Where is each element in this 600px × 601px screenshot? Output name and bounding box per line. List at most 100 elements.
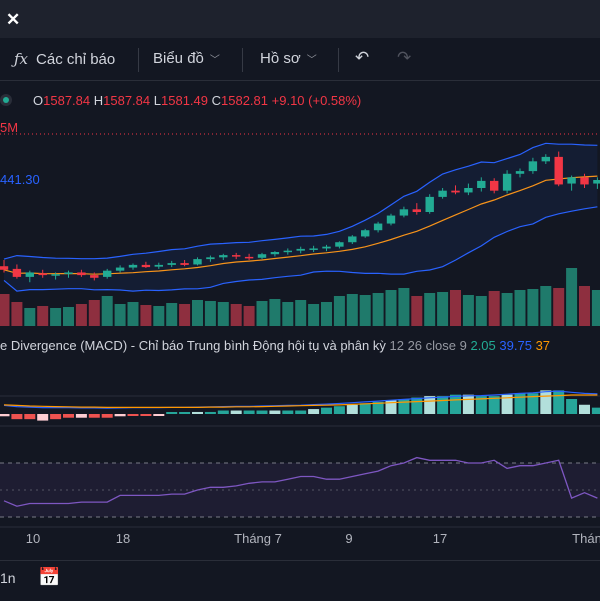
macd-histogram-bar <box>308 409 320 414</box>
macd-histogram-bar <box>269 410 281 414</box>
volume-bar <box>192 300 203 326</box>
close-icon[interactable]: ✕ <box>6 10 21 29</box>
volume-value-label: 5M <box>0 120 19 135</box>
candle-body <box>528 161 538 172</box>
macd-histogram-bar <box>88 414 100 418</box>
profile-button[interactable]: Hồ sơ ﹀ <box>260 50 317 67</box>
candle-body <box>25 272 34 277</box>
chart-type-button[interactable]: Biểu đồ ﹀ <box>153 50 220 67</box>
candle-body <box>270 252 280 255</box>
volume-bar <box>437 292 449 326</box>
volume-bar <box>63 307 74 326</box>
volume-bar <box>514 290 526 326</box>
volume-bar <box>88 300 100 326</box>
volume-bar <box>488 291 500 326</box>
volume-bar <box>127 302 139 326</box>
function-icon: ƒx <box>14 50 29 68</box>
macd-line-value: 39.75 <box>499 338 532 353</box>
macd-histogram-bar <box>153 414 165 416</box>
candle-body <box>51 274 60 276</box>
candle-body <box>580 177 589 185</box>
candle-body <box>219 255 228 258</box>
macd-histogram-bar <box>450 394 461 414</box>
undo-icon[interactable]: ↶ <box>355 48 370 67</box>
volume-bar <box>501 293 513 326</box>
volume-bar <box>450 290 461 326</box>
open-key: O <box>33 93 44 108</box>
calendar-icon[interactable]: 📅 <box>38 567 61 587</box>
macd-histogram-bar <box>24 414 36 420</box>
candle-body <box>490 180 499 191</box>
volume-bar <box>424 293 436 326</box>
candle-body <box>464 188 473 193</box>
macd-histogram-bar <box>333 406 345 414</box>
volume-bar <box>527 289 539 326</box>
high-key: H <box>93 93 104 108</box>
volume-bar <box>50 308 62 326</box>
macd-histogram-bar <box>114 414 126 417</box>
market-status-icon <box>0 94 12 106</box>
volume-bar <box>398 288 410 326</box>
macd-histogram-bar <box>140 414 152 416</box>
volume-bar <box>24 308 36 326</box>
volume-bar <box>579 286 590 326</box>
candle-body <box>335 242 344 247</box>
volume-bar <box>166 303 178 326</box>
title-bar: ✕ <box>0 0 600 38</box>
x-tick-label: 9 <box>345 531 353 546</box>
candle-body <box>554 156 563 185</box>
candle-body <box>167 263 176 265</box>
interval-label[interactable]: 1n <box>0 570 16 586</box>
candle-body <box>361 230 370 237</box>
volume-bar <box>153 306 165 326</box>
volume-bar <box>282 302 294 326</box>
toolbar-divider <box>338 48 339 72</box>
macd-histogram-bar <box>527 393 539 414</box>
macd-histogram-bar <box>346 404 358 414</box>
macd-histogram-bar <box>243 410 255 414</box>
macd-histogram-bar <box>101 414 113 418</box>
bollinger-value-label: 441.30 <box>0 172 40 187</box>
volume-bar <box>385 290 397 326</box>
volume-bar <box>372 293 384 326</box>
indicators-label: Các chỉ báo <box>36 51 116 68</box>
candle-body <box>180 263 189 265</box>
macd-histogram-bar <box>37 414 49 421</box>
candle-body <box>12 268 22 277</box>
volume-bar <box>114 304 126 326</box>
candle-body <box>593 180 600 184</box>
candle-body <box>386 215 396 224</box>
macd-histogram-bar <box>256 410 268 414</box>
macd-histogram-bar <box>553 390 565 414</box>
macd-histogram-bar <box>514 393 526 414</box>
candle-body <box>477 180 486 188</box>
toolbar-divider <box>242 48 243 72</box>
candle-body <box>115 267 125 271</box>
macd-histogram-bar <box>217 410 229 414</box>
volume-bar <box>566 268 578 326</box>
moving-average-line <box>3 175 598 275</box>
volume-bar <box>540 286 552 326</box>
macd-histogram-bar <box>0 414 10 417</box>
chevron-down-icon: ﹀ <box>209 55 220 66</box>
candle-body <box>412 209 421 212</box>
volume-bar <box>230 304 242 326</box>
macd-histogram-bar <box>540 390 552 414</box>
candle-body <box>64 272 73 274</box>
indicators-button[interactable]: ƒx Các chỉ báo <box>14 50 115 68</box>
macd-histogram-bar <box>192 411 203 414</box>
candle-body <box>309 248 318 250</box>
low-value: 1581.49 <box>161 93 208 108</box>
redo-icon[interactable]: ↷ <box>397 48 412 67</box>
macd-histogram-bar <box>501 394 513 414</box>
macd-histogram-value: 2.05 <box>470 338 496 353</box>
candle-body <box>90 275 99 278</box>
candle-body <box>283 250 292 253</box>
macd-histogram-bar <box>321 407 332 414</box>
volume-bar <box>591 290 600 326</box>
candle-body <box>541 156 550 162</box>
high-value: 1587.84 <box>103 93 151 108</box>
candle-body <box>425 196 434 212</box>
volume-bar <box>101 296 113 326</box>
